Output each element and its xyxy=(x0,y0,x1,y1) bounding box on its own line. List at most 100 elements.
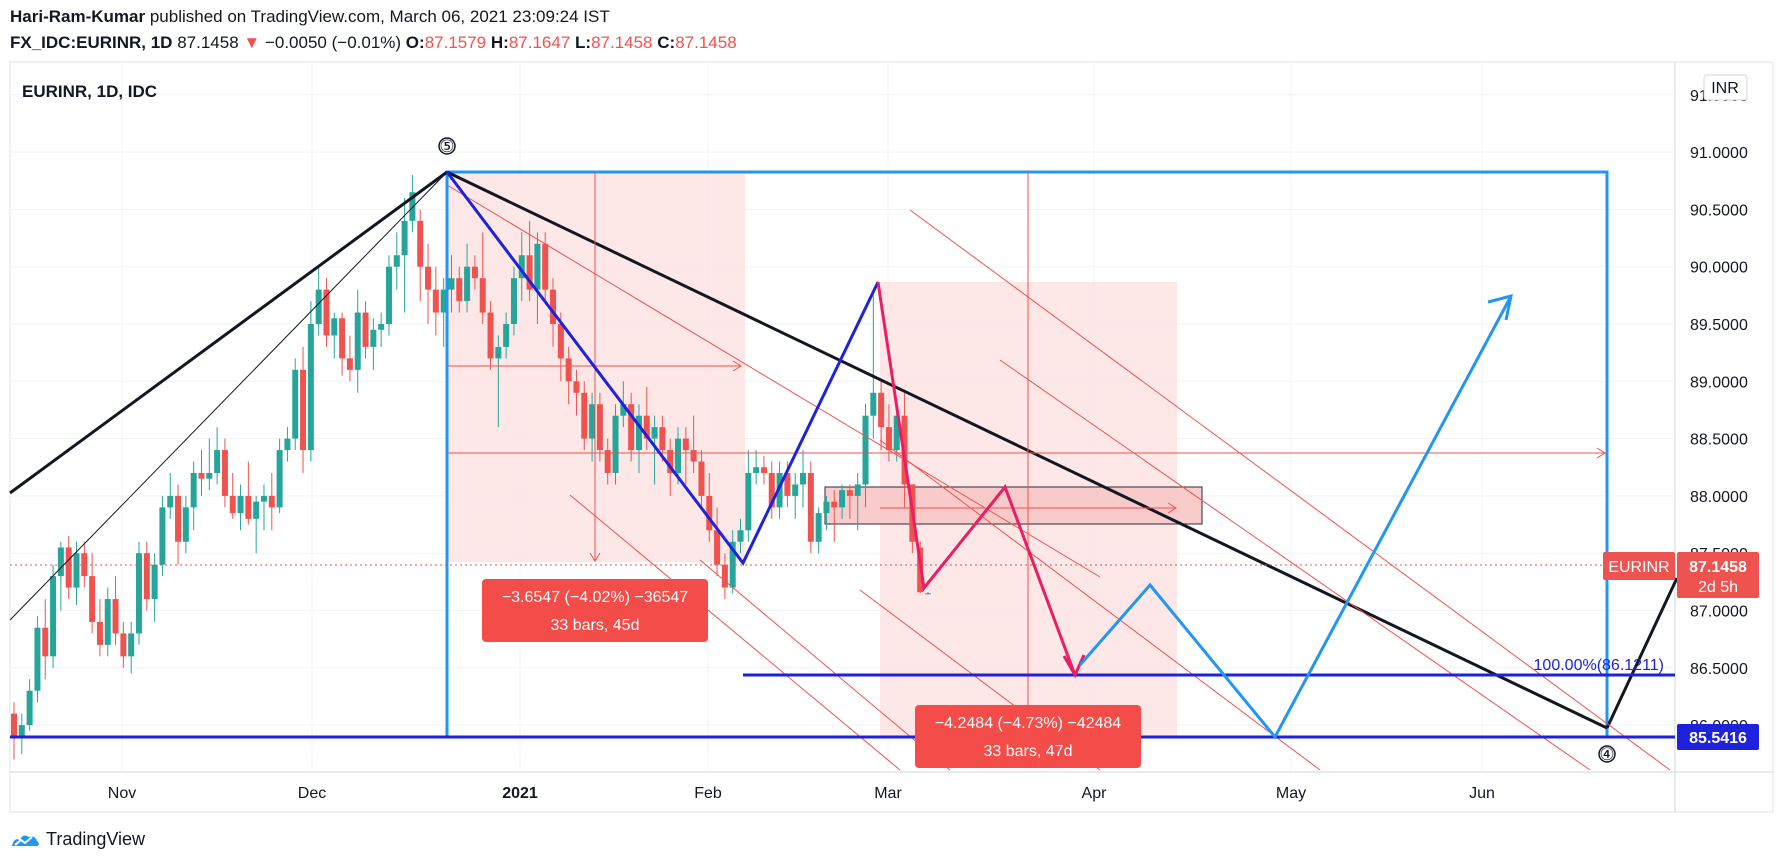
currency-button[interactable] xyxy=(1703,74,1748,101)
price-tick-label: 90.5000 xyxy=(1690,202,1748,219)
candle xyxy=(456,266,463,313)
candle xyxy=(253,495,260,554)
candle xyxy=(120,621,127,668)
candle xyxy=(471,255,478,290)
candle xyxy=(464,243,471,313)
candle xyxy=(628,392,635,462)
tradingview-footer[interactable]: TradingView xyxy=(10,829,145,850)
candle xyxy=(34,616,41,703)
candle xyxy=(745,450,752,542)
candle xyxy=(378,312,385,347)
candle xyxy=(292,358,299,451)
candle xyxy=(487,301,494,370)
candle xyxy=(682,427,689,485)
candle xyxy=(385,255,392,336)
candle xyxy=(581,381,588,451)
open-value: 87.1579 xyxy=(424,33,487,52)
candle xyxy=(346,335,353,382)
candle xyxy=(440,278,447,347)
candle xyxy=(18,713,25,754)
support-price-badge: 85.5416 xyxy=(1677,724,1759,750)
candle xyxy=(182,495,189,554)
blue-zigzag xyxy=(445,171,880,566)
candle xyxy=(11,702,17,760)
candle xyxy=(417,209,424,302)
candle xyxy=(698,450,705,508)
candle xyxy=(503,312,510,359)
candle xyxy=(214,427,221,485)
up-trend-line xyxy=(9,170,448,495)
close-value: 87.1458 xyxy=(675,33,737,52)
candle xyxy=(81,541,88,588)
blue-projection-arrow-icon xyxy=(1487,293,1513,321)
time-axis[interactable]: Nov Dec 2021 Feb Mar Apr May Jun xyxy=(108,785,1495,802)
candle xyxy=(167,472,174,519)
candle xyxy=(495,335,502,428)
badge-symbol-name: EURINR xyxy=(1608,559,1669,576)
candle xyxy=(260,484,267,531)
candle xyxy=(846,484,853,519)
guide-arrow-2-icon xyxy=(1596,447,1606,459)
publish-info: Hari-Ram-Kumar published on TradingView.… xyxy=(10,7,610,27)
candle xyxy=(831,490,838,542)
candle xyxy=(206,438,213,491)
candle xyxy=(885,404,892,462)
candle xyxy=(245,461,252,525)
candle xyxy=(401,197,408,313)
candle xyxy=(800,450,807,508)
candle xyxy=(284,427,291,462)
candle xyxy=(323,278,330,347)
chart-frame xyxy=(9,61,1774,813)
candles xyxy=(11,175,931,760)
candle xyxy=(96,599,103,657)
measure-label-2: −4.2484 (−4.73%) −42484 33 bars, 47d xyxy=(915,705,1141,768)
candle xyxy=(135,541,142,645)
candle xyxy=(792,472,799,519)
candle xyxy=(690,415,697,473)
support-zone-box xyxy=(824,486,1203,525)
last-price: 87.1458 xyxy=(177,33,239,52)
candle xyxy=(198,450,205,496)
channel-line-3 xyxy=(699,559,951,771)
candle xyxy=(307,301,314,462)
candle xyxy=(190,461,197,531)
candle xyxy=(26,679,33,731)
wave-5-circle xyxy=(438,137,456,155)
candle xyxy=(237,484,244,531)
price-tick-label: 89.0000 xyxy=(1690,374,1748,391)
tradingview-brand: TradingView xyxy=(46,829,146,849)
drawings: ⑤ ④ 100.00%(86.1211) xyxy=(9,137,1679,771)
candle xyxy=(432,266,439,336)
channel-line-4 xyxy=(909,209,1671,771)
candle xyxy=(393,232,400,290)
high-label: H: xyxy=(490,33,509,52)
candle xyxy=(823,495,830,531)
candle xyxy=(807,461,814,554)
candle xyxy=(409,175,416,233)
candle xyxy=(315,266,322,336)
candle xyxy=(510,266,517,336)
measure-2-change: −4.2484 (−4.73%) −42484 xyxy=(935,715,1121,732)
candle xyxy=(768,461,775,519)
time-tick-label: 2021 xyxy=(502,785,538,802)
badge-last-price: 87.1458 xyxy=(1689,559,1747,576)
candle xyxy=(229,472,236,519)
price-tick-label: 86.5000 xyxy=(1690,661,1748,678)
price-axis[interactable]: 91.500091.000090.500090.000089.500089.00… xyxy=(1690,88,1748,735)
time-tick-label: May xyxy=(1276,785,1306,802)
author-name[interactable]: Hari-Ram-Kumar xyxy=(10,7,146,26)
price-change: −0.0050 (−0.01%) xyxy=(264,33,402,52)
candle xyxy=(370,318,377,370)
guide-arrow-1-icon xyxy=(732,360,742,372)
crimson-zigzag xyxy=(876,281,1077,676)
down-arrow-icon: ▼ xyxy=(243,33,261,52)
ohlc-legend: FX_IDC:EURINR, 1D 87.1458 ▼ −0.0050 (−0.… xyxy=(10,33,737,53)
candle xyxy=(565,346,572,405)
fib-level-label: 100.00%(86.1211) xyxy=(1534,657,1664,674)
guide-arrow-4-icon xyxy=(1167,502,1177,514)
price-tick-label: 89.5000 xyxy=(1690,317,1748,334)
candle xyxy=(612,404,619,485)
candle xyxy=(276,438,283,514)
time-tick-label: Jun xyxy=(1469,785,1495,802)
